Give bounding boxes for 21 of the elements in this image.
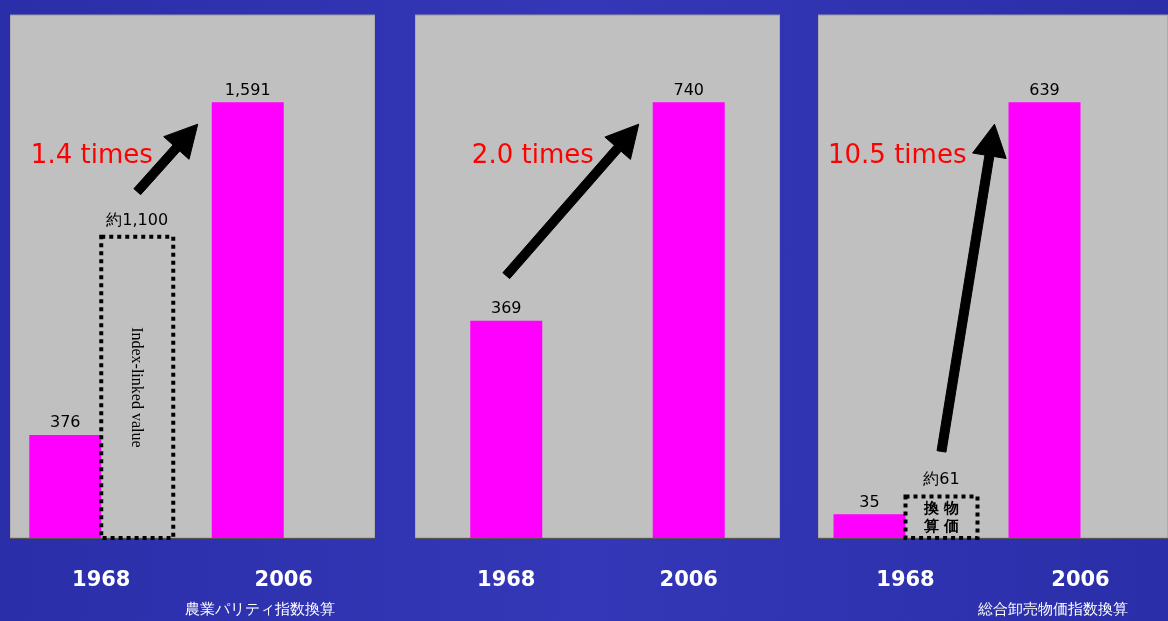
data-label: 639	[1029, 79, 1060, 99]
data-label: 35	[859, 491, 880, 511]
data-label: 約1,100	[106, 209, 169, 229]
data-label: 376	[49, 412, 81, 432]
x-tick-label: 1968	[72, 566, 131, 591]
x-tick-label: 1968	[477, 566, 536, 591]
text: Index-linked value	[128, 327, 146, 448]
data-label: 約61	[923, 469, 960, 489]
x-tick-label: 1968	[876, 566, 935, 591]
data-label: 740	[673, 79, 705, 99]
x-tick-label: 2006	[254, 566, 313, 591]
data-label: 369	[490, 298, 522, 318]
data-label: 1,591	[224, 79, 271, 99]
annotation: 1.4 times	[30, 139, 153, 170]
text: 総合卸売物価指数換算	[977, 600, 1128, 618]
text: 農業パリティ指数換算	[185, 600, 335, 618]
x-tick-label: 2006	[1051, 566, 1110, 591]
annotation: 2.0 times	[471, 139, 594, 170]
annotation: 10.5 times	[828, 139, 967, 170]
x-tick-label: 2006	[659, 566, 718, 591]
series-label: 物価換算	[924, 499, 959, 536]
